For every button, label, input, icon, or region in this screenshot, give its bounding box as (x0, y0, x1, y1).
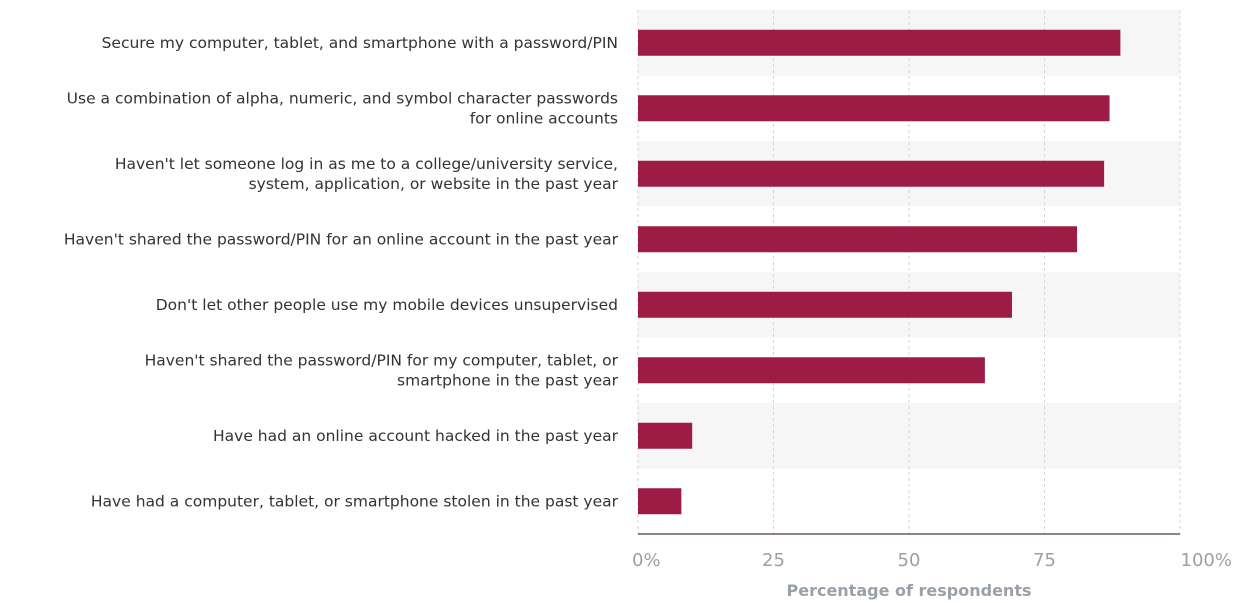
bar (638, 95, 1110, 122)
x-tick-label: 100% (1181, 550, 1232, 571)
x-tick-label: 25 (762, 550, 785, 571)
x-axis-title: Percentage of respondents (786, 581, 1031, 600)
category-label: Don't let other people use my mobile dev… (156, 296, 618, 314)
category-label: Have had a computer, tablet, or smartpho… (91, 492, 619, 510)
bar (638, 226, 1078, 253)
category-label: Haven't shared the password/PIN for my c… (145, 351, 619, 389)
bar (638, 160, 1105, 187)
x-tick-label: 0% (632, 550, 661, 571)
x-tick-labels: 0% 25 50 75 100% (632, 550, 1232, 571)
category-label: Haven't shared the password/PIN for an o… (64, 230, 619, 248)
category-labels: Secure my computer, tablet, and smartpho… (64, 34, 619, 511)
category-label: Use a combination of alpha, numeric, and… (67, 89, 618, 127)
bar (638, 29, 1121, 56)
bar (638, 357, 985, 384)
bar (638, 422, 693, 449)
category-label: Secure my computer, tablet, and smartpho… (102, 34, 618, 52)
x-tick-label: 50 (898, 550, 921, 571)
bar (638, 488, 682, 515)
x-tick-label: 75 (1033, 550, 1056, 571)
bars (638, 29, 1121, 515)
bar (638, 291, 1012, 318)
category-label: Have had an online account hacked in the… (213, 427, 619, 445)
category-label: Haven't let someone log in as me to a co… (115, 155, 619, 193)
